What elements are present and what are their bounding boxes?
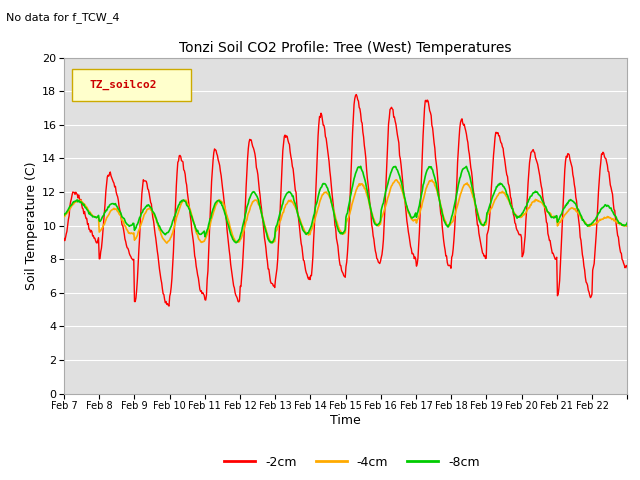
Y-axis label: Soil Temperature (C): Soil Temperature (C): [25, 161, 38, 290]
Text: TZ_soilco2: TZ_soilco2: [90, 80, 157, 90]
Legend: -2cm, -4cm, -8cm: -2cm, -4cm, -8cm: [219, 451, 485, 474]
Title: Tonzi Soil CO2 Profile: Tree (West) Temperatures: Tonzi Soil CO2 Profile: Tree (West) Temp…: [179, 41, 512, 55]
X-axis label: Time: Time: [330, 414, 361, 427]
Text: No data for f_TCW_4: No data for f_TCW_4: [6, 12, 120, 23]
FancyBboxPatch shape: [72, 70, 191, 101]
